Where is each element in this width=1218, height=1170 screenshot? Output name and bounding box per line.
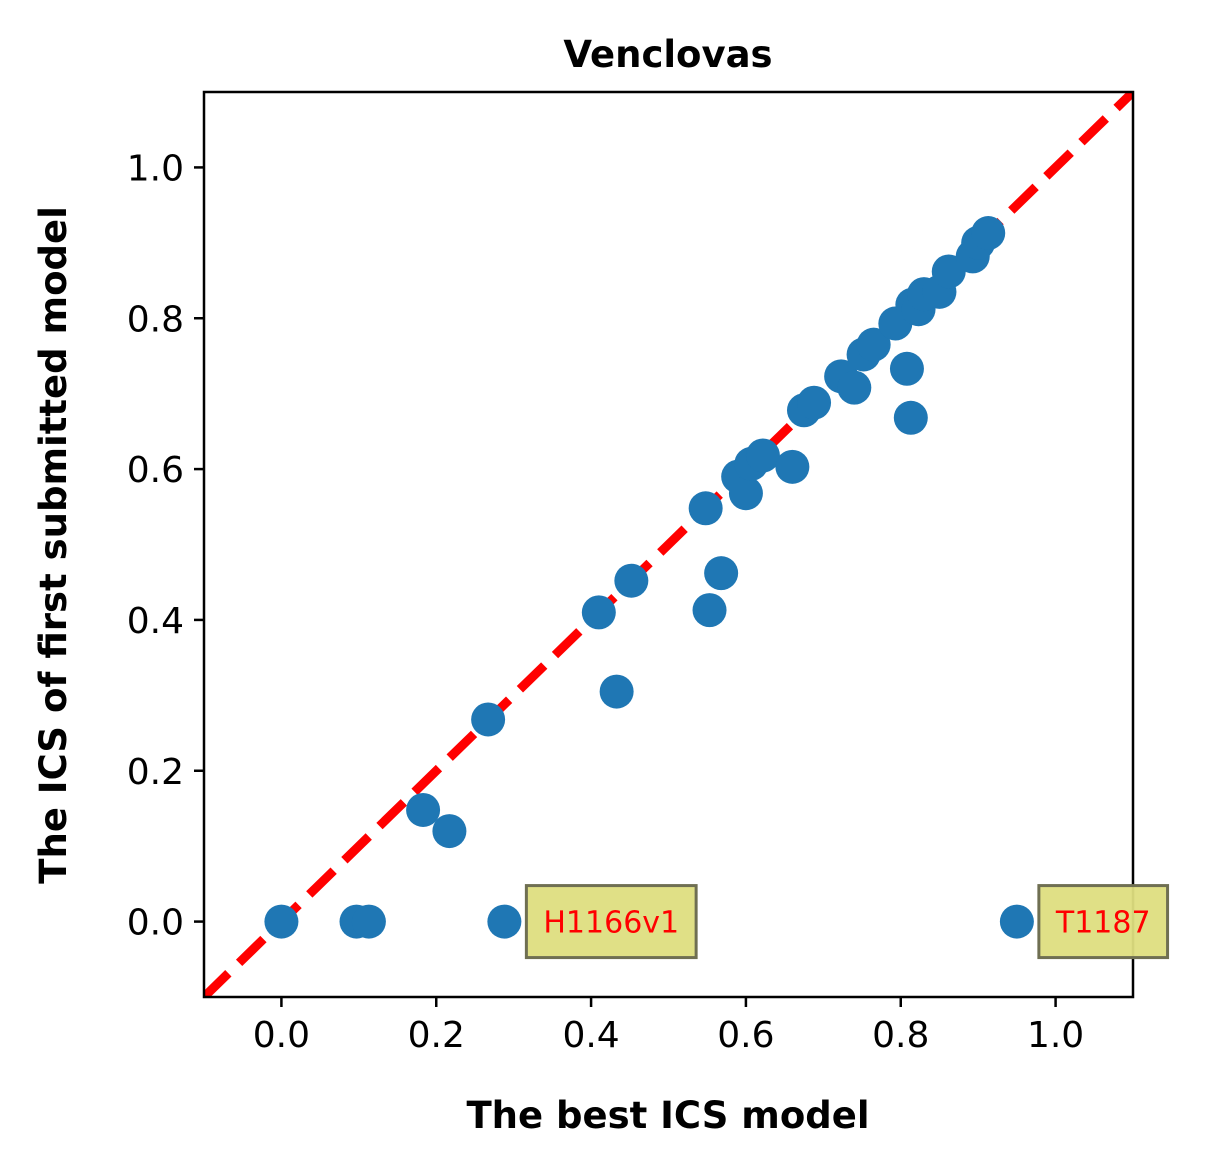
data-point <box>971 216 1006 251</box>
data-point <box>745 438 780 473</box>
y-tick-label: 0.0 <box>127 903 184 944</box>
data-point <box>351 904 386 939</box>
x-tick-label: 0.0 <box>253 1015 310 1056</box>
data-marks <box>204 92 1133 997</box>
data-point <box>487 904 522 939</box>
y-tick-label: 0.4 <box>127 601 184 642</box>
x-tick-label: 0.8 <box>872 1015 929 1056</box>
data-point <box>471 702 506 737</box>
annotation-text: H1166v1 <box>543 906 679 941</box>
data-point <box>432 814 467 849</box>
data-point <box>692 593 727 628</box>
data-point <box>264 904 299 939</box>
data-point <box>775 449 810 484</box>
annotation-label: H1166v1 <box>524 884 698 960</box>
x-axis-ticks: 0.0 0.2 0.4 0.6 0.8 1.0 <box>253 997 1084 1056</box>
y-axis-ticks: 0.0 0.2 0.4 0.6 0.8 1.0 <box>127 148 204 944</box>
data-point <box>406 792 441 827</box>
data-point <box>889 351 924 386</box>
data-point <box>581 595 616 630</box>
data-point <box>688 491 723 526</box>
data-point <box>999 904 1034 939</box>
data-point <box>599 674 634 709</box>
y-tick-label: 0.8 <box>127 299 184 340</box>
data-point <box>614 563 649 598</box>
annotation-box <box>1037 884 1170 960</box>
annotations: H1166v1 T1187 <box>524 884 1170 960</box>
data-point <box>837 370 872 405</box>
x-tick-label: 0.2 <box>408 1015 465 1056</box>
annotation-box <box>524 884 698 960</box>
x-tick-label: 0.4 <box>562 1015 619 1056</box>
y-tick-label: 0.6 <box>127 450 184 491</box>
y-tick-label: 0.2 <box>127 752 184 793</box>
annotation-text: T1187 <box>1055 906 1151 941</box>
data-point <box>728 476 763 511</box>
x-tick-label: 0.6 <box>717 1015 774 1056</box>
data-point <box>856 327 891 362</box>
chart-title: Venclovas <box>563 33 772 76</box>
data-point <box>704 556 739 591</box>
plot-frame <box>202 90 1135 999</box>
annotation-label: T1187 <box>1037 884 1170 960</box>
data-point <box>893 400 928 435</box>
x-tick-label: 1.0 <box>1027 1015 1084 1056</box>
data-point <box>797 385 832 420</box>
y-tick-label: 1.0 <box>127 148 184 189</box>
y-axis-title: The ICS of first submitted model <box>32 206 75 884</box>
x-axis-title: The best ICS model <box>466 1094 869 1137</box>
